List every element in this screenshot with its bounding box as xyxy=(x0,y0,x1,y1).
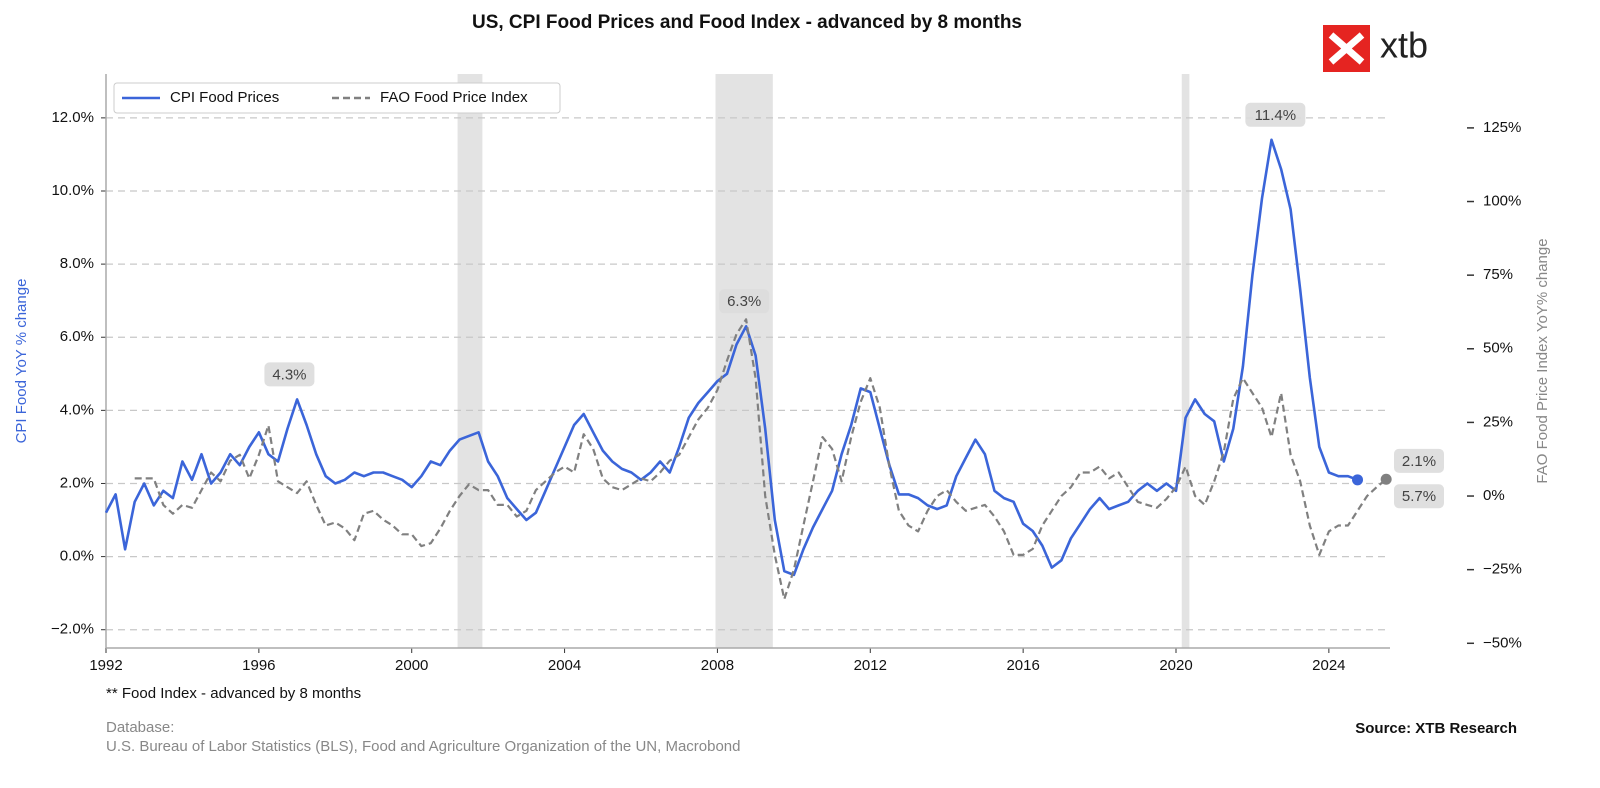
y-tick-label: 0.0% xyxy=(60,548,94,565)
x-tick-label: 2000 xyxy=(395,657,428,674)
x-tick-label: 2020 xyxy=(1159,657,1192,674)
end-label: 2.1% xyxy=(1394,448,1444,473)
x-tick-label: 1992 xyxy=(89,657,122,674)
annotation-box xyxy=(719,289,770,314)
y2-tick-label: 50% xyxy=(1483,340,1513,357)
footnote: ** Food Index - advanced by 8 months xyxy=(106,685,361,702)
y2-tick-label: 100% xyxy=(1483,192,1521,209)
y2-tick-label: 125% xyxy=(1483,119,1521,136)
logo-x xyxy=(1328,32,1365,65)
x-tick-label: 2012 xyxy=(854,657,887,674)
y-tick-label: 10.0% xyxy=(51,182,94,199)
database-title: Database: xyxy=(106,719,174,736)
annotation-box xyxy=(1245,102,1306,127)
recession-band xyxy=(457,74,483,648)
end-label-text: 2.1% xyxy=(1402,453,1436,470)
y-tick-label: 6.0% xyxy=(60,328,94,345)
annotation: 6.3% xyxy=(719,289,770,314)
y2-tick-label: −50% xyxy=(1483,634,1522,651)
recession-band xyxy=(715,74,773,648)
legend: CPI Food Prices FAO Food Price Index xyxy=(113,82,561,114)
end-dot xyxy=(1380,473,1392,485)
y2-tick-label: 75% xyxy=(1483,266,1513,283)
series-line xyxy=(104,138,1358,577)
annotation: 11.4% xyxy=(1245,102,1306,127)
end-label: 5.7% xyxy=(1394,484,1444,509)
annotation-box xyxy=(264,362,315,387)
end-dot xyxy=(1352,474,1364,486)
database: U.S. Bureau of Labor Statistics (BLS), F… xyxy=(106,738,741,755)
series-line xyxy=(134,318,1387,601)
y-axis-label: CPI Food YoY % change xyxy=(13,279,30,444)
y2-tick-label: 25% xyxy=(1483,413,1513,430)
x-tick-label: 2004 xyxy=(548,657,581,674)
x-tick-label: 2016 xyxy=(1006,657,1039,674)
y2-tick-label: 0% xyxy=(1483,487,1505,504)
legend-label: CPI Food Prices xyxy=(170,89,279,106)
y-tick-label: 4.0% xyxy=(60,401,94,418)
y-tick-label: 2.0% xyxy=(60,474,94,491)
y-tick-label: 12.0% xyxy=(51,109,94,126)
legend-label: FAO Food Price Index xyxy=(380,89,528,106)
y-tick-label: 8.0% xyxy=(60,255,94,272)
x-tick-label: 2024 xyxy=(1312,657,1345,674)
y2-axis-label: FAO Food Price Index YoY% change xyxy=(1534,238,1551,483)
recession-band xyxy=(1181,74,1190,648)
logo-text: xtb xyxy=(1380,25,1428,66)
y2-tick-label: −25% xyxy=(1483,561,1522,578)
annotation-text: 4.3% xyxy=(272,366,306,383)
chart-title: US, CPI Food Prices and Food Index - adv… xyxy=(472,12,1022,33)
end-label-box xyxy=(1394,448,1444,473)
x-tick-label: 1996 xyxy=(242,657,275,674)
annotation-text: 11.4% xyxy=(1255,107,1296,124)
annotation: 4.3% xyxy=(264,362,315,387)
annotation-text: 6.3% xyxy=(727,293,761,310)
end-label-text: 5.7% xyxy=(1402,488,1436,505)
x-tick-label: 2008 xyxy=(701,657,734,674)
end-label-box xyxy=(1394,484,1444,509)
source: Source: XTB Research xyxy=(1355,720,1517,737)
y-tick-label: −2.0% xyxy=(51,621,94,638)
